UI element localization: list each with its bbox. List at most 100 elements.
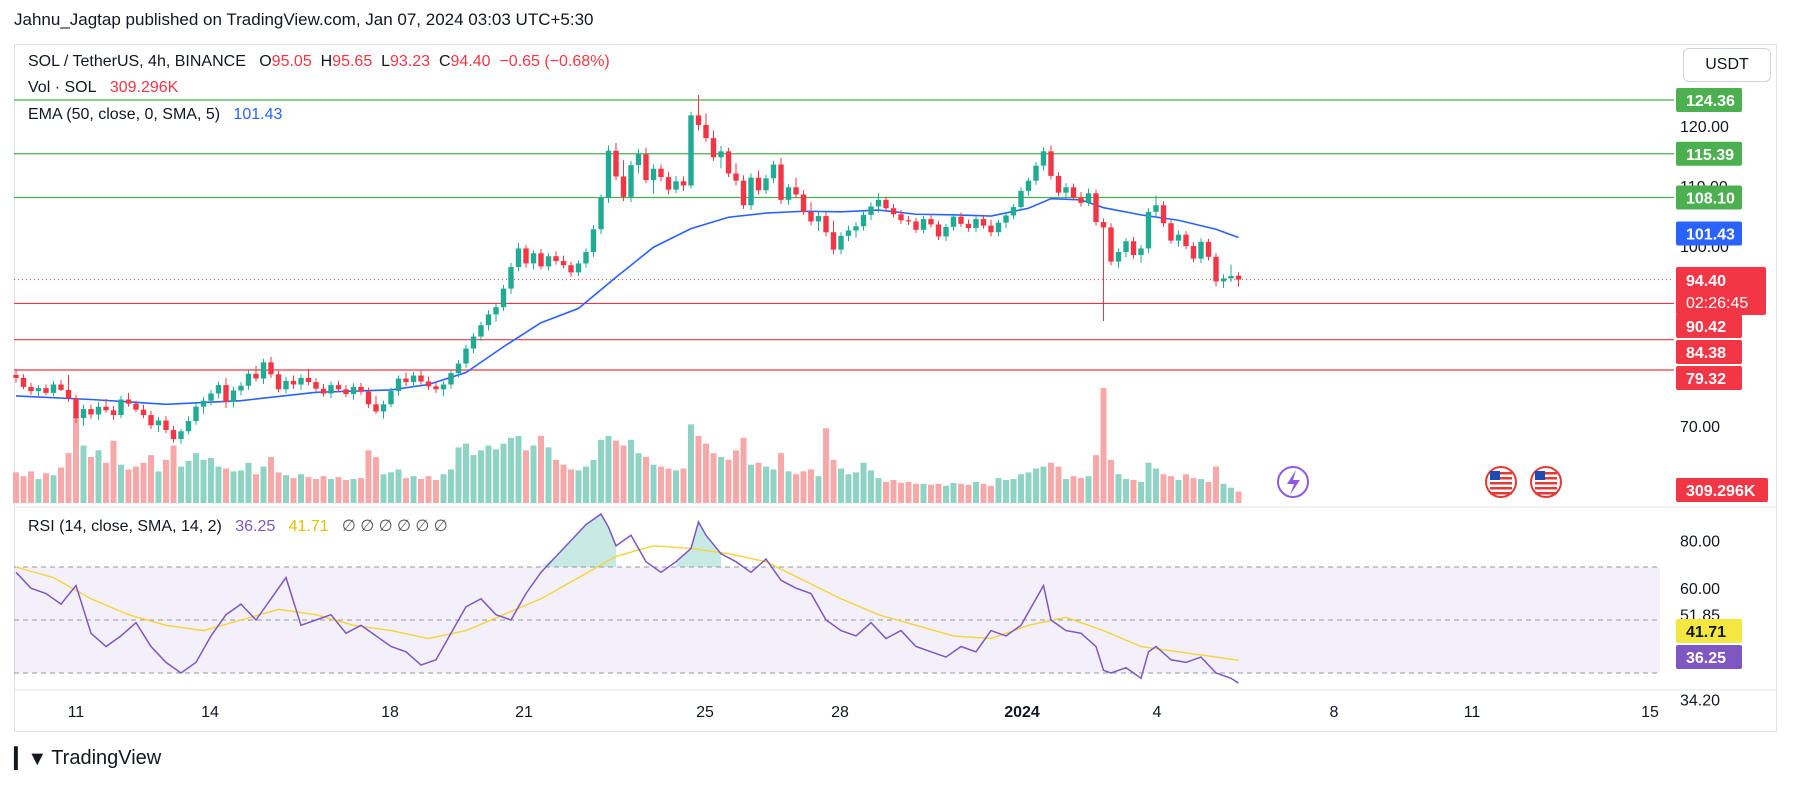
candle-body xyxy=(868,206,874,215)
candle-body xyxy=(718,151,724,158)
tradingview-logo-icon: ▎▼ xyxy=(14,748,47,770)
candle-body xyxy=(50,384,57,393)
volume-bar xyxy=(440,474,447,503)
rsi-line xyxy=(15,512,1239,684)
volume-bar xyxy=(875,478,882,503)
candle-body xyxy=(1168,223,1174,241)
volume-bar xyxy=(313,479,319,503)
volume-bar xyxy=(283,475,289,503)
volume-bar xyxy=(943,485,949,503)
volume-bar xyxy=(1025,472,1032,503)
volume-bar xyxy=(950,482,957,503)
candle-body xyxy=(425,381,432,387)
open-value: 95.05 xyxy=(271,53,312,70)
volume-bar xyxy=(620,445,627,503)
currency-button[interactable]: USDT xyxy=(1683,48,1771,82)
resistance-label-1: 115.39 xyxy=(1686,147,1734,164)
candle-body xyxy=(493,307,499,315)
volume-bar xyxy=(605,435,612,503)
candle-body xyxy=(845,230,852,236)
volume-bar xyxy=(493,449,499,503)
candle-body xyxy=(1085,193,1092,203)
volume-bar xyxy=(1153,468,1159,503)
candle-body xyxy=(560,261,567,266)
candle-body xyxy=(200,400,207,407)
volume-bar xyxy=(860,462,867,503)
time-axis-tick: 21 xyxy=(515,704,533,721)
candle-body xyxy=(73,398,79,419)
volume-bar xyxy=(710,453,717,503)
volume-bar xyxy=(1168,476,1174,503)
volume-bar xyxy=(673,470,679,503)
candle-body xyxy=(305,377,312,383)
volume-bar xyxy=(688,424,694,503)
ema-price-label-box xyxy=(1676,221,1742,246)
volume-bar xyxy=(508,437,514,503)
volume-value: 309.296K xyxy=(109,79,179,96)
volume-bar xyxy=(748,464,754,503)
candle-body xyxy=(148,415,154,426)
time-axis-tick: 11 xyxy=(68,704,85,721)
flag-stripe xyxy=(1490,482,1512,485)
volume-bar xyxy=(463,443,469,503)
candle-body xyxy=(575,263,582,273)
resistance-label-2-box xyxy=(1676,185,1742,210)
rsi-empty-values: ∅ ∅ ∅ ∅ ∅ ∅ xyxy=(341,518,448,535)
candle-body xyxy=(538,253,544,267)
volume-bar xyxy=(1220,483,1227,503)
tradingview-brand[interactable]: ▎▼ TradingView xyxy=(14,746,161,771)
volume-bar xyxy=(695,435,702,503)
volume-bar xyxy=(73,416,79,503)
volume-bar xyxy=(320,476,327,503)
flag-stripe xyxy=(1535,482,1557,485)
volume-bar xyxy=(350,479,357,503)
candle-body xyxy=(883,199,889,209)
volume-bar xyxy=(88,457,94,503)
candle-body xyxy=(613,150,619,177)
volume-bar xyxy=(1183,474,1189,503)
candle-body xyxy=(1228,276,1234,279)
candle-body xyxy=(830,232,837,250)
open-label: O xyxy=(259,53,272,70)
volume-bar xyxy=(410,476,417,503)
volume-bar xyxy=(523,450,529,503)
candle-body xyxy=(373,404,379,412)
volume-bar xyxy=(1063,479,1069,503)
candle-body xyxy=(763,178,769,191)
volume-bar xyxy=(43,473,49,503)
flag-stripe xyxy=(1490,492,1512,495)
volume-bar xyxy=(1003,480,1009,503)
volume-bar xyxy=(1160,474,1167,503)
candle-body xyxy=(1153,205,1159,212)
volume-bar xyxy=(185,460,192,503)
volume-bar xyxy=(425,476,432,503)
resistance-label-2: 108.10 xyxy=(1686,190,1735,207)
candle-body xyxy=(680,181,687,186)
flag-canton xyxy=(1535,471,1545,480)
volume-bar xyxy=(223,468,229,503)
candle-body xyxy=(110,410,117,416)
volume-bar xyxy=(755,462,762,503)
volume-bar xyxy=(1018,474,1024,503)
candle-body xyxy=(778,164,784,200)
countdown-label: 02:26:45 xyxy=(1686,295,1748,312)
volume-bar xyxy=(170,445,177,503)
change-value: −0.65 (−0.68%) xyxy=(499,53,610,70)
candle-body xyxy=(1070,187,1077,198)
volume-bar xyxy=(793,474,799,503)
candle-body xyxy=(1108,227,1114,262)
low-label: L xyxy=(381,53,391,70)
flag-stripe xyxy=(1535,472,1557,475)
candle-body xyxy=(703,124,709,139)
candle-body xyxy=(350,386,357,395)
support-label-1-box xyxy=(1676,340,1742,364)
candle-body xyxy=(530,253,537,264)
candle-body xyxy=(860,214,867,227)
candle-body xyxy=(815,216,822,222)
candle-body xyxy=(568,265,574,273)
volume-bar xyxy=(1130,480,1137,503)
candle-body xyxy=(208,393,214,401)
candle-body xyxy=(950,216,957,227)
candle-body xyxy=(20,377,27,387)
